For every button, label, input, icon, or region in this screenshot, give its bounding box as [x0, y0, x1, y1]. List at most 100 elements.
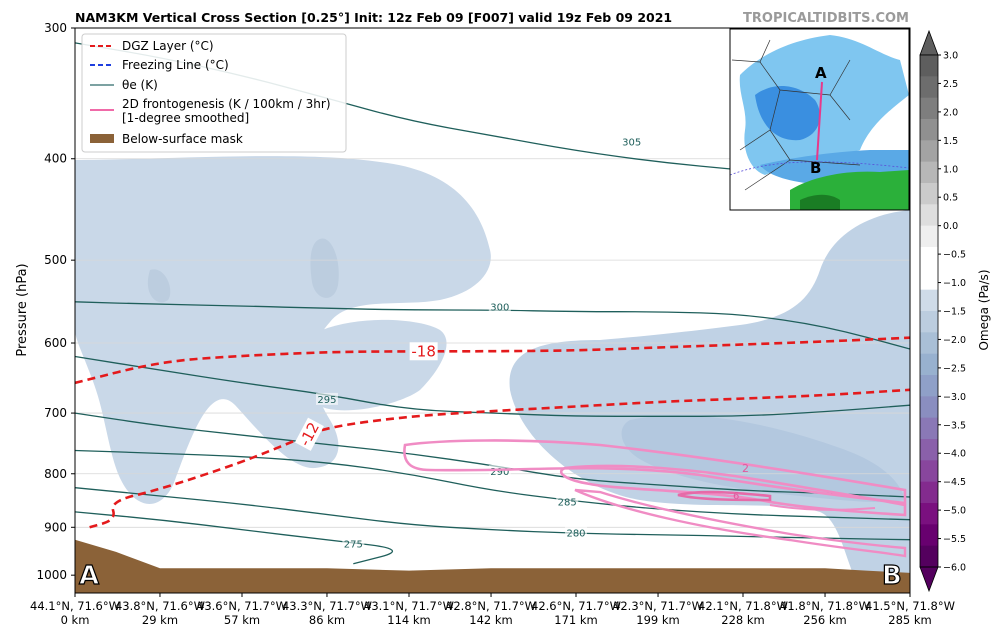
frontogenesis-contour-lower: [574, 488, 907, 558]
colorbar-tick-label: −6.0: [943, 563, 966, 574]
colorbar-segment: [920, 161, 938, 184]
theta-e-line-280: [75, 487, 910, 541]
x-tick-coord-285: 41.5°N, 71.8°W: [865, 599, 955, 613]
x-tick-km-142: 142 km: [469, 613, 512, 627]
x-tick-coord-256: 41.8°N, 71.8°W: [780, 599, 870, 613]
y-tick-label-800: 800: [44, 467, 67, 481]
omega-region-small2: [310, 238, 339, 298]
colorbar-segment: [920, 481, 938, 504]
endpoint-label-a: A: [79, 561, 99, 591]
x-tick-km-29: 29 km: [142, 613, 178, 627]
colorbar-tick-label: 1.0: [943, 164, 958, 175]
inset-map: A B: [729, 28, 910, 211]
dgz-label-bg--12: [294, 417, 324, 451]
x-tick-coord-171: 42.6°N, 71.7°W: [531, 599, 621, 613]
frontogenesis-contours: [403, 439, 907, 558]
legend-label-freezing: Freezing Line (°C): [122, 58, 229, 72]
frontogenesis-contour-far: [769, 504, 876, 511]
theta-e-label-bg-280: [565, 526, 587, 539]
omega-region-upper: [75, 156, 491, 504]
colorbar-segment: [920, 311, 938, 333]
colorbar-segment: [920, 545, 938, 568]
theta-e-line-275: [75, 511, 394, 565]
x-tick-coord-199: 42.3°N, 71.7°W: [613, 599, 703, 613]
theta-e-label-295: 295: [317, 395, 336, 406]
y-tick-label-900: 900: [44, 520, 67, 534]
colorbar-tick-label: −3.0: [943, 392, 966, 403]
x-tick-coord-86: 43.3°N, 71.7°W: [282, 599, 372, 613]
theta-e-contours: 305 300 295 290 285 280 275: [75, 42, 910, 565]
colorbar-segment: [920, 119, 938, 141]
legend-swatch-mask: [90, 134, 114, 143]
x-tick-km-171: 171 km: [554, 613, 597, 627]
colorbar-segment: [920, 247, 938, 269]
dgz-label--18: -18: [411, 342, 436, 360]
omega-region-right-darker: [621, 415, 905, 503]
frontogenesis-contour-inner: [677, 490, 772, 502]
theta-e-label-bg-285: [556, 495, 579, 508]
omega-colorbar: 3.0 2.5 2.0 1.5 1.0 0.5 0.0 −0.5 −1.0 −1.5 −2.0 −2.…: [919, 29, 966, 593]
endpoint-label-b: B: [882, 561, 902, 591]
colorbar-extend-top: [919, 29, 939, 56]
colorbar-tick-label: −1.5: [943, 307, 966, 318]
theta-e-label-275: 275: [344, 540, 363, 551]
x-axis: 44.1°N, 71.6°W0 km 43.8°N, 71.6°W29 km 43.…: [30, 593, 955, 627]
y-tick-label-1000: 1000: [36, 568, 67, 582]
colorbar-segment: [920, 183, 938, 205]
dgz-label-bg--18: [409, 342, 438, 361]
colorbar-segment: [920, 140, 938, 163]
y-tick-label-300: 300: [44, 21, 67, 35]
x-tick-km-228: 228 km: [721, 613, 764, 627]
colorbar-segment: [920, 204, 938, 227]
frontogenesis-contour-mid: [559, 464, 907, 517]
colorbar-segment: [920, 268, 938, 291]
inset-precip-snow-dark: [755, 85, 820, 141]
theta-e-label-bg-290: [488, 465, 511, 478]
colorbar-tick-label: 1.5: [943, 136, 958, 147]
colorbar-tick-label: −4.0: [943, 449, 966, 460]
inset-state-borders: [731, 39, 861, 191]
colorbar-tick-label: −5.0: [943, 506, 966, 517]
legend-label-frontogenesis: 2D frontogenesis (K / 100km / 3hr): [122, 97, 331, 111]
y-axis: 300 400 500 600 700 800 900 1000: [36, 21, 75, 582]
theta-e-label-280: 280: [566, 528, 585, 539]
legend-label-frontogenesis-2: [1-degree smoothed]: [122, 111, 249, 125]
theta-e-label-285: 285: [558, 497, 577, 508]
inset-precip-rain-heavy: [800, 194, 840, 210]
inset-cross-section-line: [816, 81, 823, 161]
legend: DGZ Layer (°C) Freezing Line (°C) θe (K)…: [81, 33, 347, 153]
below-surface-mask: [75, 539, 910, 593]
y-axis-label: Pressure (hPa): [15, 263, 30, 356]
colorbar-segment: [920, 97, 938, 120]
colorbar-segment: [920, 396, 938, 419]
inset-label-b: B: [810, 159, 821, 177]
colorbar-segment: [920, 55, 938, 77]
colorbar-tick-label: −3.5: [943, 420, 966, 431]
omega-region-small: [147, 269, 171, 303]
legend-label-dgz: DGZ Layer (°C): [122, 39, 214, 53]
x-tick-km-57: 57 km: [224, 613, 260, 627]
colorbar-segment: [920, 439, 938, 461]
colorbar-tick-label: −1.0: [943, 278, 966, 289]
colorbar-tick-label: −2.0: [943, 335, 966, 346]
x-tick-coord-29: 43.8°N, 71.6°W: [115, 599, 205, 613]
x-tick-km-114: 114 km: [387, 613, 430, 627]
y-tick-label-600: 600: [44, 336, 67, 350]
inset-precip-snow: [739, 35, 909, 175]
theta-e-line-300: [75, 301, 910, 350]
chart-title: NAM3KM Vertical Cross Section [0.25°] In…: [75, 10, 672, 25]
colorbar-label: Omega (Pa/s): [977, 269, 991, 350]
x-tick-coord-228: 42.1°N, 71.8°W: [698, 599, 788, 613]
colorbar-tick-label: 0.0: [943, 221, 958, 232]
theta-e-label-300: 300: [490, 303, 509, 314]
colorbar-segment: [920, 503, 938, 525]
colorbar-tick-label: −2.5: [943, 363, 966, 374]
colorbar-tick-label: −5.5: [943, 534, 966, 545]
plot-frame: [74, 27, 911, 594]
frontogenesis-label-6: 6: [733, 491, 739, 502]
x-tick-km-256: 256 km: [803, 613, 846, 627]
colorbar-tick-label: 2.0: [943, 107, 958, 118]
colorbar-tick-label: −4.5: [943, 477, 966, 488]
colorbar-segment: [920, 460, 938, 483]
colorbar-segment: [920, 76, 938, 99]
